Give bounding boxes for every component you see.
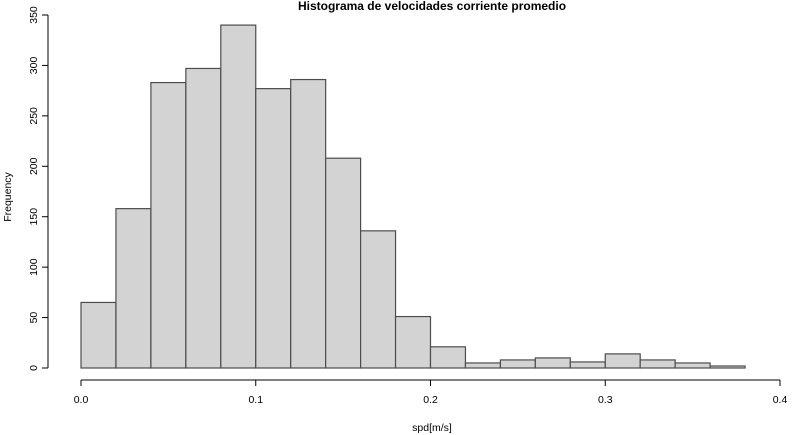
histogram-bar-9 bbox=[394, 315, 432, 369]
histogram-bar-13 bbox=[534, 357, 571, 369]
y-tick-label-1: 50 bbox=[28, 312, 40, 324]
histogram-bar-12 bbox=[499, 359, 536, 369]
x-tick-label-2: 0.2 bbox=[423, 394, 438, 406]
histogram-bar-2 bbox=[150, 81, 187, 369]
histogram-bar-5 bbox=[255, 88, 292, 369]
y-tick-label-6: 300 bbox=[28, 57, 40, 75]
histogram-bar-0 bbox=[80, 301, 117, 369]
chart-title: Histograma de velocidades corriente prom… bbox=[298, 0, 566, 13]
histogram-bar-8 bbox=[360, 230, 397, 369]
histogram-bar-16 bbox=[639, 359, 676, 369]
histogram-bar-11 bbox=[464, 362, 502, 369]
histogram-bar-3 bbox=[185, 67, 222, 369]
y-tick-label-7: 350 bbox=[28, 6, 40, 24]
histogram-bar-15 bbox=[604, 353, 641, 369]
histogram-bar-4 bbox=[220, 24, 257, 369]
x-axis-label: spd[m/s] bbox=[412, 422, 452, 434]
histogram-bar-18 bbox=[709, 365, 746, 369]
histogram-bar-14 bbox=[569, 361, 606, 369]
y-tick-label-4: 200 bbox=[28, 157, 40, 175]
x-tick-label-4: 0.4 bbox=[773, 394, 788, 406]
histogram-bar-10 bbox=[429, 346, 467, 369]
x-axis: 0.0 0.1 0.2 0.3 0.4 bbox=[74, 379, 788, 406]
y-tick-label-2: 100 bbox=[28, 258, 40, 276]
histogram-bar-17 bbox=[674, 362, 711, 369]
y-tick-label-0: 0 bbox=[28, 365, 40, 371]
y-tick-label-5: 250 bbox=[28, 107, 40, 125]
y-tick-label-3: 150 bbox=[28, 208, 40, 226]
y-axis: 0 50 100 150 200 250 300 350 bbox=[28, 6, 49, 371]
histogram-bar-1 bbox=[115, 208, 152, 369]
x-tick-label-1: 0.1 bbox=[248, 394, 263, 406]
x-tick-label-3: 0.3 bbox=[598, 394, 613, 406]
histogram-bar-7 bbox=[325, 157, 362, 369]
histogram-bar-6 bbox=[290, 78, 327, 369]
y-axis-label: Frequency bbox=[2, 171, 14, 221]
bars-group bbox=[80, 24, 746, 369]
x-tick-label-0: 0.0 bbox=[74, 394, 89, 406]
